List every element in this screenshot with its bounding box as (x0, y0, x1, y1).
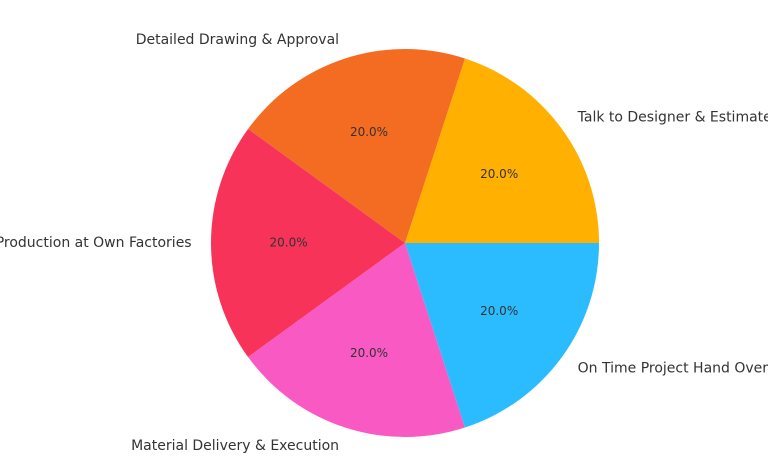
slice-label: Detailed Drawing & Approval (136, 32, 339, 48)
slice-label: Material Delivery & Execution (131, 438, 339, 454)
pie-slice (211, 128, 405, 358)
pie-slice (248, 48, 465, 243)
pie-slice (405, 243, 599, 428)
slice-label: On Time Project Hand Over (578, 360, 768, 376)
value-label: 20.0% (350, 346, 388, 360)
pie-slice (248, 243, 465, 437)
pie-slice (405, 58, 599, 243)
value-label: 20.0% (480, 167, 518, 181)
slice-label: Production at Own Factories (0, 235, 192, 251)
slice-label: Talk to Designer & Estimate (577, 110, 768, 126)
value-label: 20.0% (480, 304, 518, 318)
value-label: 20.0% (350, 125, 388, 139)
value-label: 20.0% (270, 236, 308, 250)
